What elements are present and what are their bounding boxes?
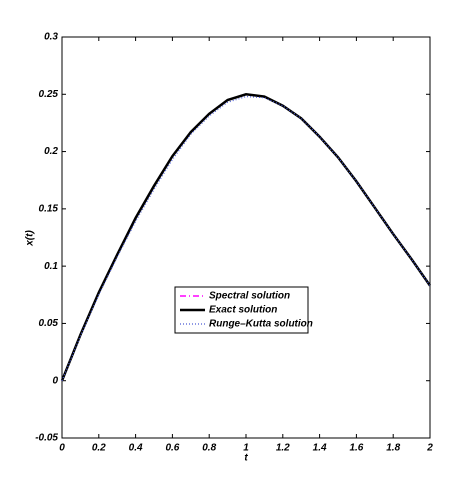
x-axis-label: t	[244, 453, 248, 464]
plot-frame	[61, 36, 431, 439]
legend-label: Exact solution	[209, 305, 277, 316]
legend-label: Runge–Kutta solution	[209, 319, 313, 330]
x-tick-label: 1.2	[276, 443, 290, 454]
y-tick-label: 0.3	[44, 32, 58, 43]
x-tick-label: 0.8	[202, 443, 216, 454]
series-line	[61, 93, 431, 381]
legend-label: Spectral solution	[209, 291, 290, 302]
y-tick-label: 0.1	[44, 261, 58, 272]
y-tick-label: 0.05	[39, 318, 59, 329]
x-tick-label: 0.4	[129, 443, 143, 454]
y-tick-label: 0.2	[44, 146, 58, 157]
x-tick-label: 0	[59, 443, 65, 454]
x-tick-label: 1.8	[386, 443, 400, 454]
series-line	[60, 93, 432, 382]
x-tick-label: 1.4	[313, 443, 327, 454]
y-tick-label: 0.15	[39, 203, 59, 214]
x-tick-label: 0.6	[165, 443, 179, 454]
y-tick-label: 0	[52, 375, 58, 386]
series-line	[61, 95, 431, 381]
x-tick-label: 0.2	[92, 443, 106, 454]
x-tick-label: 1	[243, 443, 249, 454]
x-tick-label: 1.6	[349, 443, 363, 454]
x-tick-label: 2	[426, 443, 433, 454]
y-tick-label: -0.05	[35, 433, 58, 444]
y-tick-label: 0.25	[39, 89, 59, 100]
y-axis-label: x(t)	[25, 230, 36, 247]
